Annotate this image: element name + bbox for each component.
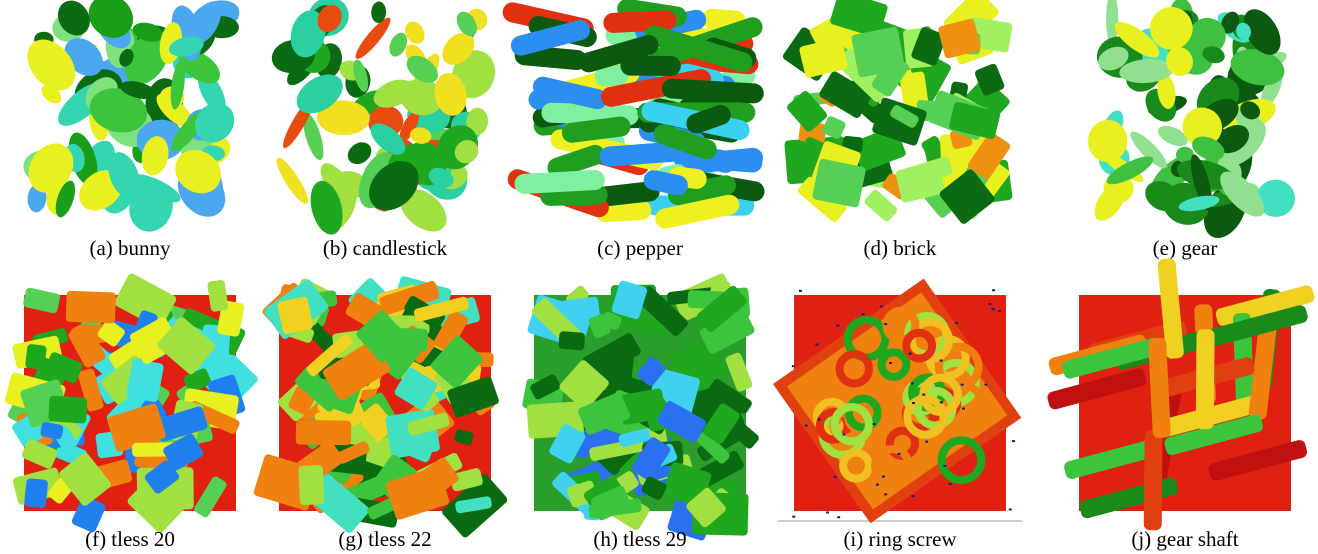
speck bbox=[818, 419, 821, 421]
panel: (e) gear bbox=[1086, 0, 1297, 260]
caption: (a) bunny bbox=[89, 236, 171, 260]
speck bbox=[909, 353, 912, 355]
caption: (d) brick bbox=[864, 236, 937, 260]
speck bbox=[949, 483, 952, 485]
object bbox=[296, 420, 351, 445]
caption: (e) gear bbox=[1153, 236, 1218, 260]
panels: (a) bunny (b) candlestick (c) pepper (d) br… bbox=[4, 0, 1316, 551]
object bbox=[298, 465, 324, 505]
panel: (c) pepper bbox=[501, 0, 766, 260]
speck bbox=[962, 408, 965, 410]
object bbox=[272, 154, 313, 207]
speck bbox=[1012, 440, 1015, 442]
speck bbox=[836, 325, 839, 327]
speck bbox=[880, 305, 883, 307]
panel: (j) gear shaft bbox=[1046, 258, 1316, 551]
speck bbox=[805, 425, 808, 427]
shaft bbox=[1196, 329, 1215, 429]
object bbox=[25, 344, 47, 370]
speck bbox=[826, 511, 829, 513]
panel: (h) tless 29 bbox=[522, 272, 761, 551]
speck bbox=[911, 495, 914, 497]
speck bbox=[799, 290, 802, 292]
panel: (d) brick bbox=[781, 0, 1012, 260]
speck bbox=[955, 322, 958, 324]
caption: (i) ring screw bbox=[843, 527, 957, 551]
speck bbox=[884, 323, 887, 325]
speck bbox=[862, 313, 865, 315]
speck bbox=[943, 465, 946, 467]
panel: (a) bunny bbox=[18, 0, 244, 260]
speck bbox=[834, 476, 837, 478]
speck bbox=[792, 365, 795, 367]
speck bbox=[815, 344, 818, 346]
object bbox=[24, 478, 48, 508]
panel: (f) tless 20 bbox=[4, 272, 259, 551]
object bbox=[48, 396, 87, 424]
speck bbox=[961, 384, 964, 386]
panel: (b) candlestick bbox=[269, 0, 502, 260]
speck bbox=[884, 493, 887, 495]
speck bbox=[1009, 508, 1012, 510]
speck bbox=[792, 516, 795, 518]
caption: (f) tless 20 bbox=[85, 527, 175, 551]
object bbox=[558, 331, 585, 351]
speck bbox=[911, 382, 914, 384]
speck bbox=[898, 453, 901, 455]
figure: (a) bunny (b) candlestick (c) pepper (d) br… bbox=[0, 0, 1318, 554]
panel: (i) ring screw bbox=[773, 279, 1022, 551]
speck bbox=[988, 303, 991, 305]
object bbox=[66, 291, 116, 324]
speck bbox=[925, 441, 928, 443]
speck bbox=[889, 362, 892, 364]
panel: (g) tless 22 bbox=[253, 275, 509, 551]
speck bbox=[922, 394, 925, 396]
caption: (h) tless 29 bbox=[593, 527, 686, 551]
speck bbox=[940, 360, 943, 362]
speck bbox=[837, 516, 840, 518]
speck bbox=[912, 402, 915, 404]
speck bbox=[882, 476, 885, 478]
speck bbox=[940, 401, 943, 403]
speck bbox=[876, 484, 879, 486]
speck bbox=[984, 384, 987, 386]
caption: (j) gear shaft bbox=[1131, 527, 1238, 551]
speck bbox=[992, 289, 995, 291]
caption: (g) tless 22 bbox=[338, 527, 431, 551]
speck bbox=[992, 308, 995, 310]
object bbox=[351, 14, 394, 63]
caption: (c) pepper bbox=[597, 236, 683, 260]
speck bbox=[843, 433, 846, 435]
speck bbox=[873, 423, 876, 425]
caption: (b) candlestick bbox=[323, 236, 448, 260]
shaft bbox=[1144, 430, 1163, 530]
speck bbox=[998, 310, 1001, 312]
